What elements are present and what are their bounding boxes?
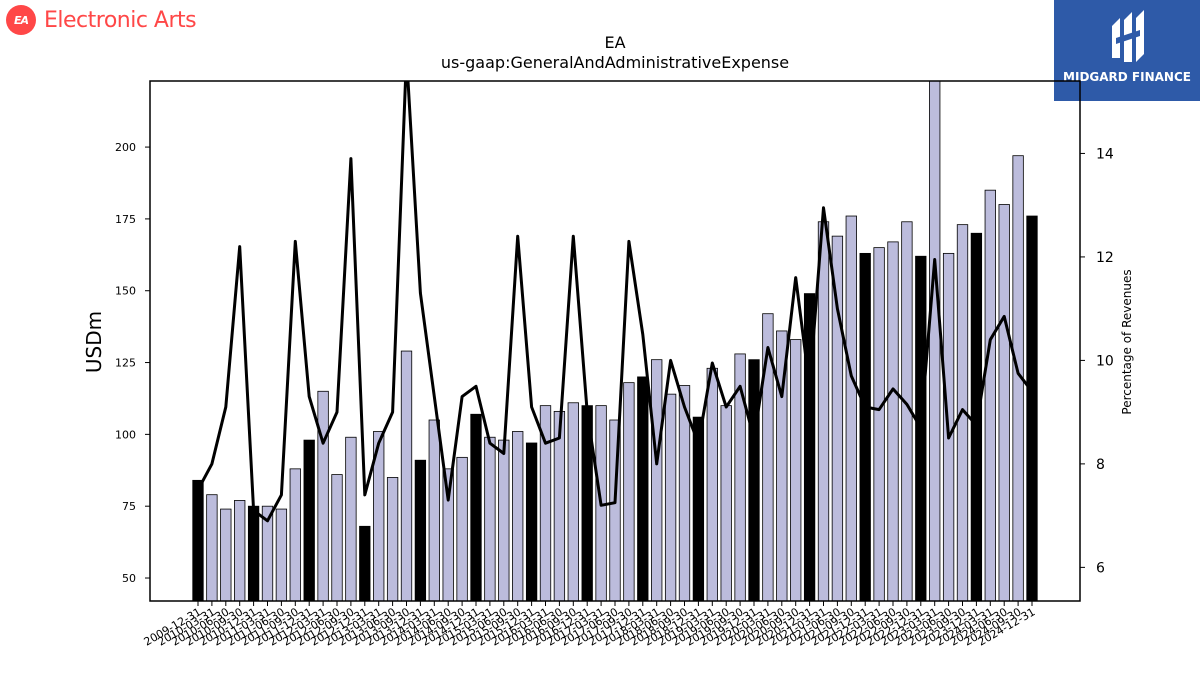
y-tick-label: 50 <box>122 572 136 585</box>
bar <box>664 393 677 602</box>
bar <box>692 416 705 602</box>
y-tick-label: 175 <box>115 213 136 226</box>
bar <box>651 359 663 602</box>
y2-tick-label: 12 <box>1096 250 1114 266</box>
bar <box>873 247 885 602</box>
bar <box>859 252 871 602</box>
bar <box>192 479 204 602</box>
bar <box>484 436 496 602</box>
y-tick-label: 100 <box>115 428 136 441</box>
bar <box>998 204 1010 602</box>
bar <box>720 405 732 602</box>
y-tick-label: 200 <box>115 141 136 154</box>
bar <box>220 508 232 602</box>
chart-title: EA <box>604 33 625 52</box>
midgard-logo-icon <box>1112 10 1144 62</box>
brand-name: Electronic Arts <box>44 7 197 33</box>
bar <box>790 339 802 602</box>
bar <box>359 525 371 602</box>
bar <box>512 431 524 602</box>
chart-subtitle: us-gaap:GeneralAndAdministrativeExpense <box>441 53 789 72</box>
midgard-badge: MIDGARD FINANCE <box>1054 0 1200 101</box>
bar <box>1026 215 1038 602</box>
y2-axis-label: Percentage of Revenues <box>1120 269 1134 414</box>
bar <box>345 436 357 602</box>
y-tick-label: 75 <box>122 500 136 513</box>
bar <box>525 442 538 602</box>
ea-logo-icon: EA <box>6 5 36 35</box>
bar <box>498 439 510 602</box>
bar <box>206 494 218 602</box>
y2-tick-label: 8 <box>1096 457 1105 473</box>
bar <box>317 390 329 602</box>
bar <box>289 468 301 602</box>
bar <box>623 382 635 602</box>
bar <box>247 505 260 602</box>
bar <box>984 189 996 602</box>
bar <box>414 459 427 602</box>
y-axis-label: USDm <box>82 311 106 373</box>
bar <box>887 241 899 602</box>
y2-tick-label: 14 <box>1096 146 1114 162</box>
y2-tick-label: 10 <box>1096 353 1114 369</box>
bar <box>706 367 718 602</box>
brand-header: EA Electronic Arts <box>6 4 197 36</box>
y-tick-label: 150 <box>115 285 136 298</box>
bar <box>303 439 315 602</box>
bar <box>470 413 482 602</box>
bar <box>845 215 857 602</box>
plot-frame <box>149 80 1081 602</box>
bar <box>442 468 454 602</box>
bar <box>748 359 760 602</box>
bar <box>456 456 468 602</box>
y2-tick-label: 6 <box>1096 560 1105 576</box>
bar <box>386 477 399 602</box>
bar <box>567 402 579 602</box>
bar <box>275 508 288 602</box>
bar <box>817 221 830 602</box>
bar <box>331 474 343 602</box>
bar <box>637 376 649 602</box>
bar <box>234 500 246 602</box>
bar <box>929 80 941 602</box>
pct-revenue-line <box>196 81 1034 523</box>
y-tick-label: 125 <box>115 357 136 370</box>
bar <box>400 350 413 602</box>
bar <box>428 419 440 602</box>
badge-text: MIDGARD FINANCE <box>1063 70 1191 84</box>
